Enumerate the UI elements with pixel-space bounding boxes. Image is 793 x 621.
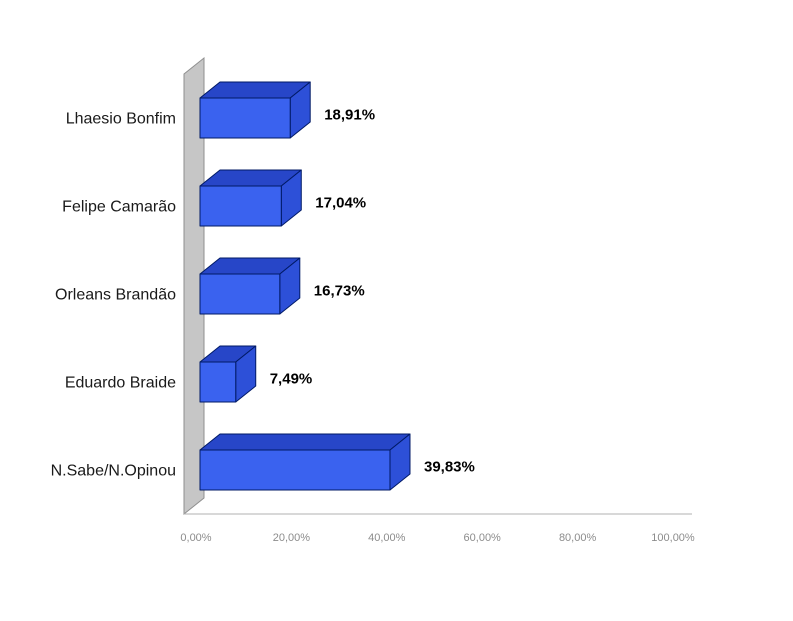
value-label: 16,73% [314,283,365,300]
x-axis-tick-label: 60,00% [464,532,502,544]
bar-front-face [199,185,282,227]
bar-group [199,169,302,227]
bar-group [199,345,257,403]
value-label: 18,91% [324,107,375,124]
category-label: N.Sabe/N.Opinou [51,463,176,480]
category-label: Eduardo Braide [65,375,176,392]
chart-wall [183,56,205,516]
bar-front-face [199,361,237,403]
x-axis-tick-label: 20,00% [273,532,311,544]
bar-front-face [199,97,291,139]
x-axis-tick-label: 40,00% [368,532,406,544]
bar-group [199,81,311,139]
x-axis-tick-label: 100,00% [651,532,695,544]
category-label: Lhaesio Bonfim [66,111,176,128]
bar-top-face [199,433,411,451]
category-label: Felipe Camarão [62,199,176,216]
bar-group [199,433,411,491]
category-label: Orleans Brandão [55,287,176,304]
bar-front-face [199,273,281,315]
value-label: 17,04% [315,195,366,212]
x-axis-tick-label: 0,00% [180,532,211,544]
bar-front-face [199,449,391,491]
value-label: 7,49% [270,371,313,388]
value-label: 39,83% [424,459,475,476]
x-axis-tick-label: 80,00% [559,532,597,544]
bar-group [199,257,301,315]
